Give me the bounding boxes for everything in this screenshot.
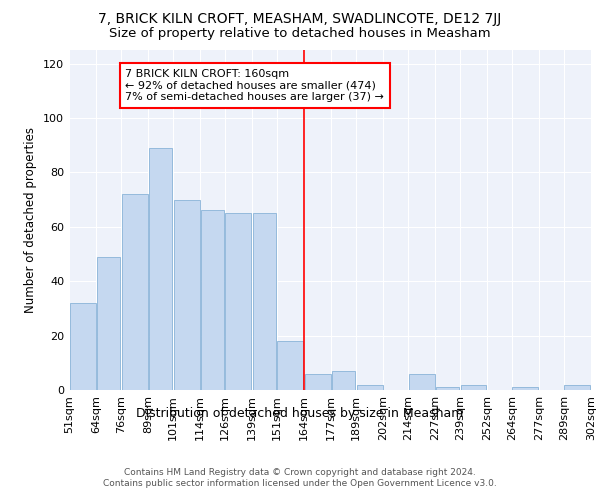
Bar xyxy=(305,374,331,390)
Text: Contains HM Land Registry data © Crown copyright and database right 2024.
Contai: Contains HM Land Registry data © Crown c… xyxy=(103,468,497,487)
Bar xyxy=(97,256,121,390)
Text: Distribution of detached houses by size in Measham: Distribution of detached houses by size … xyxy=(136,408,464,420)
Y-axis label: Number of detached properties: Number of detached properties xyxy=(25,127,37,313)
Bar xyxy=(565,384,590,390)
Bar xyxy=(461,384,487,390)
Bar xyxy=(70,303,95,390)
Bar xyxy=(409,374,434,390)
Text: Size of property relative to detached houses in Measham: Size of property relative to detached ho… xyxy=(109,28,491,40)
Bar xyxy=(332,371,355,390)
Bar xyxy=(149,148,172,390)
Text: 7 BRICK KILN CROFT: 160sqm
← 92% of detached houses are smaller (474)
7% of semi: 7 BRICK KILN CROFT: 160sqm ← 92% of deta… xyxy=(125,69,384,102)
Text: 7, BRICK KILN CROFT, MEASHAM, SWADLINCOTE, DE12 7JJ: 7, BRICK KILN CROFT, MEASHAM, SWADLINCOT… xyxy=(98,12,502,26)
Bar xyxy=(512,388,538,390)
Bar xyxy=(226,213,251,390)
Bar xyxy=(200,210,224,390)
Bar xyxy=(253,213,277,390)
Bar xyxy=(122,194,148,390)
Bar xyxy=(277,341,304,390)
Bar xyxy=(436,388,460,390)
Bar xyxy=(173,200,199,390)
Bar xyxy=(356,384,383,390)
